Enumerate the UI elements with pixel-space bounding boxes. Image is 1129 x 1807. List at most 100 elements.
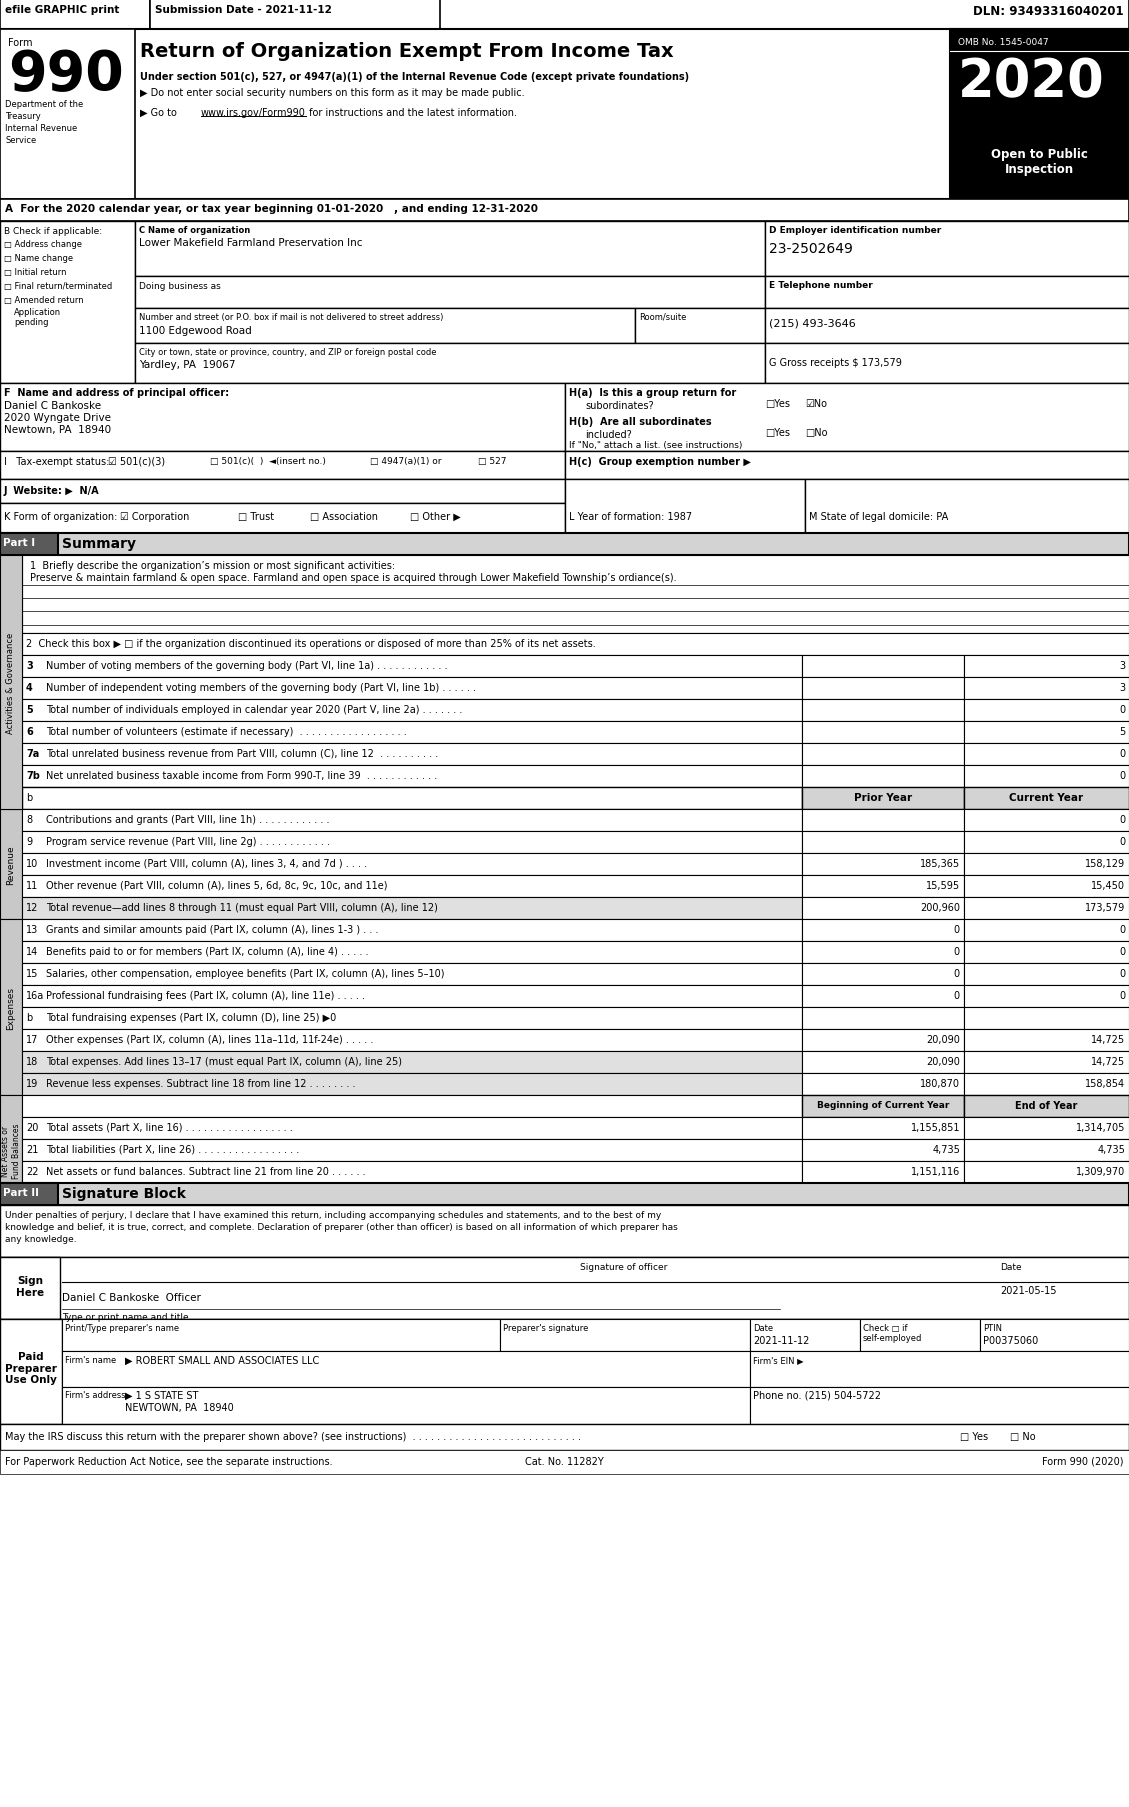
Text: 990: 990: [8, 49, 124, 101]
Bar: [802, 1008, 964, 1030]
Text: 4,735: 4,735: [1097, 1144, 1124, 1155]
Bar: [0, 1258, 1129, 1319]
Text: E Telephone number: E Telephone number: [769, 280, 873, 289]
Text: Internal Revenue: Internal Revenue: [5, 125, 77, 134]
Text: H(a)  Is this a group return for: H(a) Is this a group return for: [569, 389, 736, 398]
Text: 20: 20: [26, 1122, 38, 1133]
Text: 0: 0: [954, 925, 960, 934]
Text: End of Year: End of Year: [1015, 1100, 1077, 1109]
Bar: [964, 1030, 1129, 1052]
Bar: [802, 656, 964, 678]
Text: P00375060: P00375060: [983, 1335, 1039, 1344]
Bar: [0, 1184, 1129, 1205]
Bar: [802, 766, 964, 788]
Text: 0: 0: [1119, 925, 1124, 934]
Bar: [0, 452, 564, 479]
Bar: [564, 452, 1129, 479]
Bar: [21, 1095, 802, 1117]
Text: 185,365: 185,365: [920, 858, 960, 869]
Text: Total assets (Part X, line 16) . . . . . . . . . . . . . . . . . .: Total assets (Part X, line 16) . . . . .…: [46, 1122, 292, 1133]
Text: Inspection: Inspection: [1005, 163, 1074, 175]
Bar: [21, 920, 802, 941]
Text: Room/suite: Room/suite: [639, 313, 686, 322]
Bar: [964, 876, 1129, 898]
Text: 19: 19: [26, 1079, 38, 1088]
Text: Paid
Preparer
Use Only: Paid Preparer Use Only: [5, 1352, 56, 1384]
Text: 9: 9: [26, 837, 32, 846]
Text: Other revenue (Part VIII, column (A), lines 5, 6d, 8c, 9c, 10c, and 11e): Other revenue (Part VIII, column (A), li…: [46, 880, 387, 891]
Bar: [62, 1319, 500, 1352]
Text: 2021-05-15: 2021-05-15: [1000, 1285, 1057, 1296]
Bar: [21, 853, 802, 876]
Bar: [62, 1352, 750, 1388]
Text: 0: 0: [1119, 990, 1124, 1001]
Text: Grants and similar amounts paid (Part IX, column (A), lines 1-3 ) . . .: Grants and similar amounts paid (Part IX…: [46, 925, 378, 934]
Text: efile GRAPHIC print: efile GRAPHIC print: [5, 5, 120, 14]
Text: 0: 0: [1119, 837, 1124, 846]
Text: I   Tax-exempt status:: I Tax-exempt status:: [5, 457, 110, 466]
Text: Investment income (Part VIII, column (A), lines 3, 4, and 7d ) . . . .: Investment income (Part VIII, column (A)…: [46, 858, 367, 869]
Text: Preserve & maintain farmland & open space. Farmland and open space is acquired t: Preserve & maintain farmland & open spac…: [30, 573, 676, 582]
Text: □ Association: □ Association: [310, 511, 378, 522]
Text: Other expenses (Part IX, column (A), lines 11a–11d, 11f-24e) . . . . .: Other expenses (Part IX, column (A), lin…: [46, 1034, 374, 1044]
Text: Preparer's signature: Preparer's signature: [504, 1323, 588, 1332]
Bar: [0, 31, 1129, 201]
Bar: [949, 31, 1129, 201]
Bar: [964, 766, 1129, 788]
Bar: [980, 1319, 1129, 1352]
Bar: [21, 1162, 802, 1184]
Bar: [964, 721, 1129, 744]
Text: Total number of individuals employed in calendar year 2020 (Part V, line 2a) . .: Total number of individuals employed in …: [46, 705, 463, 714]
Bar: [21, 744, 802, 766]
Bar: [21, 788, 802, 810]
Text: 16a: 16a: [26, 990, 44, 1001]
Text: Lower Makefield Farmland Preservation Inc: Lower Makefield Farmland Preservation In…: [139, 239, 362, 248]
Text: 10: 10: [26, 858, 38, 869]
Bar: [964, 1162, 1129, 1184]
Text: 15,595: 15,595: [926, 880, 960, 891]
Text: 1100 Edgewood Road: 1100 Edgewood Road: [139, 325, 252, 336]
Text: Total number of volunteers (estimate if necessary)  . . . . . . . . . . . . . . : Total number of volunteers (estimate if …: [46, 726, 406, 737]
Text: 22: 22: [26, 1166, 38, 1176]
Text: □ Address change: □ Address change: [5, 240, 82, 249]
Bar: [802, 1052, 964, 1073]
Text: 11: 11: [26, 880, 38, 891]
Text: Expenses: Expenses: [7, 987, 16, 1028]
Text: included?: included?: [585, 430, 632, 439]
Bar: [21, 1030, 802, 1052]
Text: 14: 14: [26, 947, 38, 956]
Bar: [0, 31, 135, 201]
Text: Date: Date: [753, 1323, 773, 1332]
Text: 15: 15: [26, 969, 38, 978]
Bar: [21, 557, 1129, 634]
Bar: [802, 876, 964, 898]
Text: 4,735: 4,735: [933, 1144, 960, 1155]
Text: 0: 0: [954, 947, 960, 956]
Text: C Name of organization: C Name of organization: [139, 226, 251, 235]
Text: 23-2502649: 23-2502649: [769, 242, 852, 257]
Bar: [750, 1388, 1129, 1424]
Text: 2020 Wyngate Drive: 2020 Wyngate Drive: [5, 412, 111, 423]
Bar: [0, 1095, 21, 1184]
Text: 0: 0: [1119, 748, 1124, 759]
Bar: [21, 766, 802, 788]
Text: Current Year: Current Year: [1009, 793, 1083, 802]
Text: 3: 3: [1119, 683, 1124, 692]
Bar: [802, 1030, 964, 1052]
Text: L Year of formation: 1987: L Year of formation: 1987: [569, 511, 692, 522]
Bar: [802, 985, 964, 1008]
Text: 3: 3: [26, 661, 33, 670]
Text: Prior Year: Prior Year: [854, 793, 912, 802]
Bar: [964, 831, 1129, 853]
Bar: [964, 744, 1129, 766]
Text: Firm's name: Firm's name: [65, 1355, 116, 1364]
Bar: [21, 963, 802, 985]
Text: Net unrelated business taxable income from Form 990-T, line 39  . . . . . . . . : Net unrelated business taxable income fr…: [46, 770, 437, 781]
Bar: [802, 1073, 964, 1095]
Text: 2021-11-12: 2021-11-12: [753, 1335, 809, 1344]
Bar: [802, 810, 964, 831]
Bar: [964, 656, 1129, 678]
Text: City or town, state or province, country, and ZIP or foreign postal code: City or town, state or province, country…: [139, 347, 437, 356]
Text: □Yes: □Yes: [765, 428, 790, 437]
Text: Daniel C Bankoske: Daniel C Bankoske: [5, 401, 102, 410]
